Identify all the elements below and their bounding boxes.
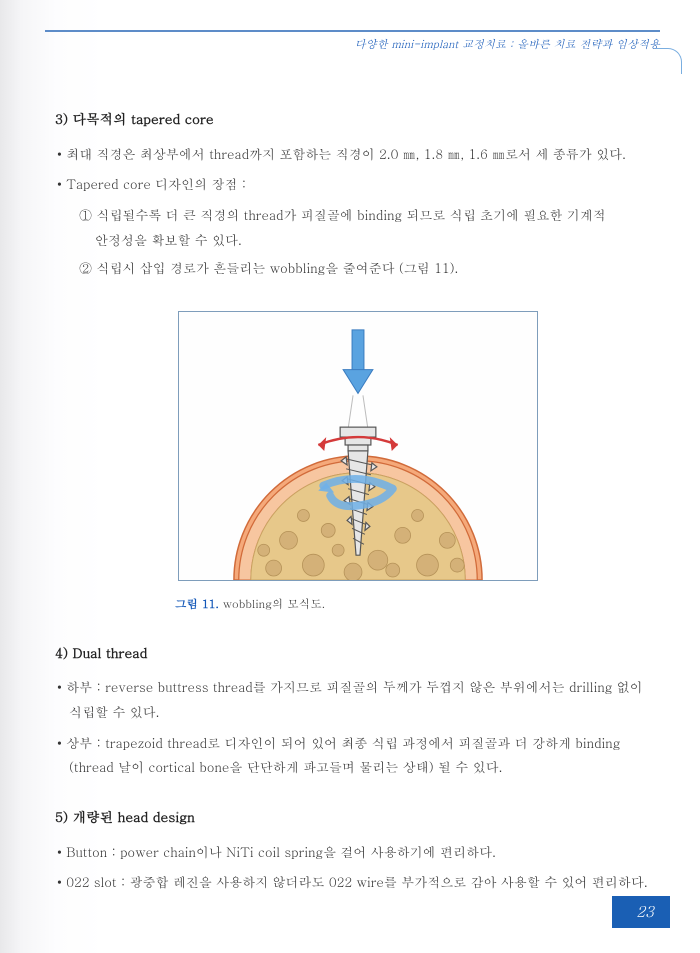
figure-11-label: 그림 11. [175,596,219,612]
section-4-bullet-1: • 하부 : reverse buttress thread를 가지므로 피질골… [55,675,660,724]
section-3-sub-2: ② 식립시 삽입 경로가 흔들리는 wobbling을 줄여준다 (그림 11)… [55,256,660,281]
section-5-bullet-2: • 022 slot : 광중합 레진을 사용하지 않더라도 022 wire를… [55,870,660,895]
section-4-bullet-2: • 상부 : trapezoid thread로 디자인이 되어 있어 최종 식… [55,731,660,780]
page-corner-decoration [656,48,682,74]
section-3-bullet-2: • Tapered core 디자인의 장점 : [55,172,660,197]
section-5-heading: 5) 개량된 head design [55,804,660,830]
section-5-bullet-1: • Button : power chain이나 NiTi coil sprin… [55,840,660,865]
figure-11-diagram [178,311,538,581]
page-number: 23 [612,896,670,929]
section-3-bullet-1: • 최대 직경은 최상부에서 thread까지 포함하는 직경이 2.0 ㎜, … [55,142,660,167]
running-header: 다양한 mini-implant 교정치료 : 올바른 치료 전략과 임상적용 [45,30,660,56]
figure-11-caption-text: wobbling의 모식도. [223,596,325,612]
section-3-heading: 3) 다목적의 tapered core [55,106,660,132]
figure-11-container: 그림 11. wobbling의 모식도. [55,311,660,616]
section-4-heading: 4) Dual thread [55,640,660,666]
figure-11-caption: 그림 11. wobbling의 모식도. [175,594,660,616]
section-3-sub-1: ① 식립될수록 더 큰 직경의 thread가 피질골에 binding 되므로… [55,203,660,252]
